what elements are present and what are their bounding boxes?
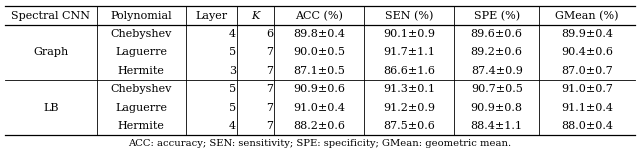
Text: 7: 7 <box>267 84 273 94</box>
Text: 89.9±0.4: 89.9±0.4 <box>561 29 613 39</box>
Text: 6: 6 <box>266 29 273 39</box>
Text: 90.9±0.8: 90.9±0.8 <box>471 103 523 113</box>
Text: Graph: Graph <box>33 47 68 57</box>
Text: 91.0±0.4: 91.0±0.4 <box>293 103 345 113</box>
Text: 5: 5 <box>229 103 236 113</box>
Text: 87.1±0.5: 87.1±0.5 <box>293 66 345 76</box>
Text: Hermite: Hermite <box>118 66 164 76</box>
Text: ACC: accuracy; SEN: sensitivity; SPE: specificity; GMean: geometric mean.: ACC: accuracy; SEN: sensitivity; SPE: sp… <box>129 139 511 148</box>
Text: Spectral CNN: Spectral CNN <box>12 11 90 21</box>
Text: Laguerre: Laguerre <box>115 47 167 57</box>
Text: 7: 7 <box>267 47 273 57</box>
Text: LB: LB <box>43 103 59 113</box>
Text: Polynomial: Polynomial <box>111 11 172 21</box>
Text: 89.2±0.6: 89.2±0.6 <box>471 47 523 57</box>
Text: 88.0±0.4: 88.0±0.4 <box>561 121 613 131</box>
Text: 4: 4 <box>229 121 236 131</box>
Text: 86.6±1.6: 86.6±1.6 <box>383 66 435 76</box>
Text: SPE (%): SPE (%) <box>474 10 520 21</box>
Text: Chebyshev: Chebyshev <box>111 84 172 94</box>
Text: GMean (%): GMean (%) <box>556 10 619 21</box>
Text: 7: 7 <box>267 103 273 113</box>
Text: 89.6±0.6: 89.6±0.6 <box>471 29 523 39</box>
Text: 90.1±0.9: 90.1±0.9 <box>383 29 435 39</box>
Text: 87.5±0.6: 87.5±0.6 <box>383 121 435 131</box>
Text: Layer: Layer <box>195 11 227 21</box>
Text: 87.0±0.7: 87.0±0.7 <box>561 66 613 76</box>
Text: 91.0±0.7: 91.0±0.7 <box>561 84 613 94</box>
Text: 91.2±0.9: 91.2±0.9 <box>383 103 435 113</box>
Text: Hermite: Hermite <box>118 121 164 131</box>
Text: 4: 4 <box>229 29 236 39</box>
Text: K: K <box>252 11 259 21</box>
Text: 91.1±0.4: 91.1±0.4 <box>561 103 613 113</box>
Text: 90.7±0.5: 90.7±0.5 <box>471 84 523 94</box>
Text: 88.2±0.6: 88.2±0.6 <box>293 121 345 131</box>
Text: 88.4±1.1: 88.4±1.1 <box>471 121 523 131</box>
Text: 89.8±0.4: 89.8±0.4 <box>293 29 345 39</box>
Text: 90.0±0.5: 90.0±0.5 <box>293 47 345 57</box>
Text: 5: 5 <box>229 47 236 57</box>
Text: 91.3±0.1: 91.3±0.1 <box>383 84 435 94</box>
Text: 90.9±0.6: 90.9±0.6 <box>293 84 345 94</box>
Text: 91.7±1.1: 91.7±1.1 <box>383 47 435 57</box>
Text: 7: 7 <box>267 121 273 131</box>
Text: Laguerre: Laguerre <box>115 103 167 113</box>
Text: Chebyshev: Chebyshev <box>111 29 172 39</box>
Text: 87.4±0.9: 87.4±0.9 <box>471 66 523 76</box>
Text: ACC (%): ACC (%) <box>295 10 343 21</box>
Text: 5: 5 <box>229 84 236 94</box>
Text: 7: 7 <box>267 66 273 76</box>
Text: 3: 3 <box>229 66 236 76</box>
Text: 90.4±0.6: 90.4±0.6 <box>561 47 613 57</box>
Text: SEN (%): SEN (%) <box>385 10 433 21</box>
